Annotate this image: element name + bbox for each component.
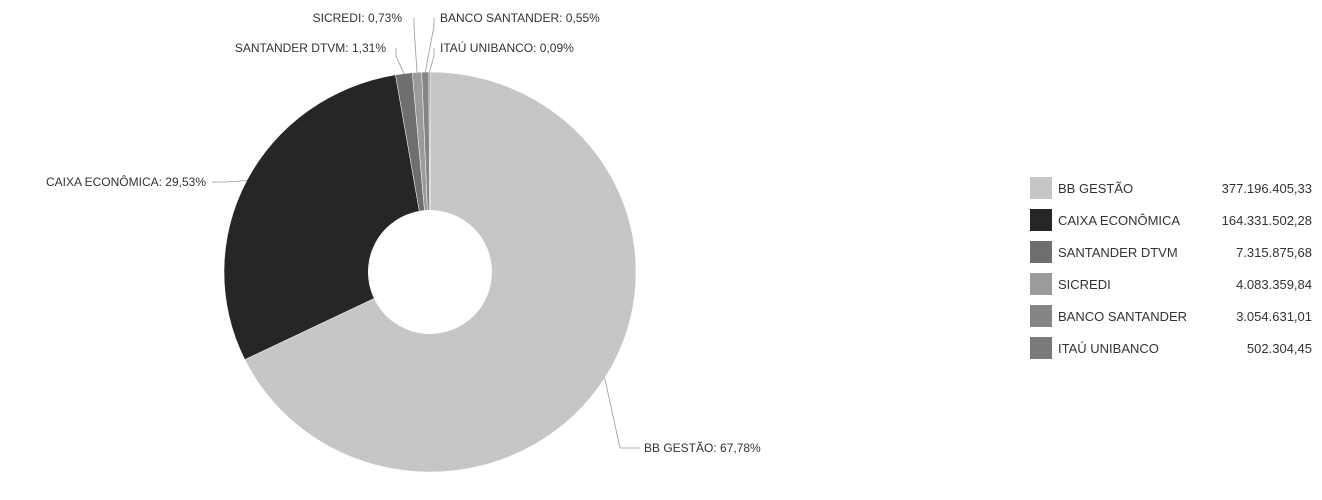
legend-swatch <box>1030 305 1052 327</box>
slice-label-bb-gestao: BB GESTÃO: 67,78% <box>644 441 761 455</box>
slice-label-santander-dtvm: SANTANDER DTVM: 1,31% <box>235 41 386 55</box>
legend-value: 502.304,45 <box>1246 340 1312 356</box>
legend-value: 377.196.405,33 <box>1221 180 1312 196</box>
leader-line-santander-dtvm <box>395 48 405 74</box>
legend-swatch <box>1030 273 1052 295</box>
slice-label-banco-santander: BANCO SANTANDER: 0,55% <box>440 11 600 25</box>
legend-item-itau-unibanco[interactable]: ITAÚ UNIBANCO 502.304,45 <box>1030 336 1312 360</box>
legend-item-sicredi[interactable]: SICREDI 4.083.359,84 <box>1030 272 1312 296</box>
slice-label-itau-unibanco: ITAÚ UNIBANCO: 0,09% <box>440 40 574 55</box>
leader-line-sicredi <box>413 18 418 73</box>
legend-swatch <box>1030 241 1052 263</box>
legend-label: SANTANDER DTVM <box>1058 244 1178 260</box>
legend-item-caixa-economica[interactable]: CAIXA ECONÔMICA 164.331.502,28 <box>1030 208 1312 232</box>
legend-label: ITAÚ UNIBANCO <box>1058 340 1159 356</box>
legend-label: BANCO SANTANDER <box>1058 308 1188 324</box>
leader-line-bb-gestao <box>604 377 640 449</box>
legend-label: CAIXA ECONÔMICA <box>1058 212 1181 228</box>
donut-chart: BB GESTÃO: 67,78% CAIXA ECONÔMICA: 29,53%… <box>46 11 761 473</box>
label-leader-lines <box>212 18 640 449</box>
slice-label-caixa-economica: CAIXA ECONÔMICA: 29,53% <box>46 174 206 189</box>
legend-item-bb-gestao[interactable]: BB GESTÃO 377.196.405,33 <box>1030 176 1312 200</box>
legend-swatch <box>1030 209 1052 231</box>
legend-value: 4.083.359,84 <box>1236 276 1312 292</box>
leader-line-banco-santander <box>424 18 435 73</box>
legend-swatch <box>1030 337 1052 359</box>
slice-labels: BB GESTÃO: 67,78% CAIXA ECONÔMICA: 29,53%… <box>46 11 761 455</box>
legend-value: 3.054.631,01 <box>1236 308 1312 324</box>
leader-line-itau-unibanco <box>429 48 435 73</box>
donut-hole <box>368 210 492 334</box>
legend-value: 164.331.502,28 <box>1221 212 1312 228</box>
legend-value: 7.315.875,68 <box>1236 244 1312 260</box>
legend-label: SICREDI <box>1058 276 1111 292</box>
legend-item-santander-dtvm[interactable]: SANTANDER DTVM 7.315.875,68 <box>1030 240 1312 264</box>
legend-label: BB GESTÃO <box>1058 180 1134 196</box>
legend: BB GESTÃO 377.196.405,33 CAIXA ECONÔMICA… <box>1030 176 1312 368</box>
legend-swatch <box>1030 177 1052 199</box>
legend-item-banco-santander[interactable]: BANCO SANTANDER 3.054.631,01 <box>1030 304 1312 328</box>
slice-label-sicredi: SICREDI: 0,73% <box>313 11 403 25</box>
leader-line-caixa-economica <box>212 180 247 183</box>
